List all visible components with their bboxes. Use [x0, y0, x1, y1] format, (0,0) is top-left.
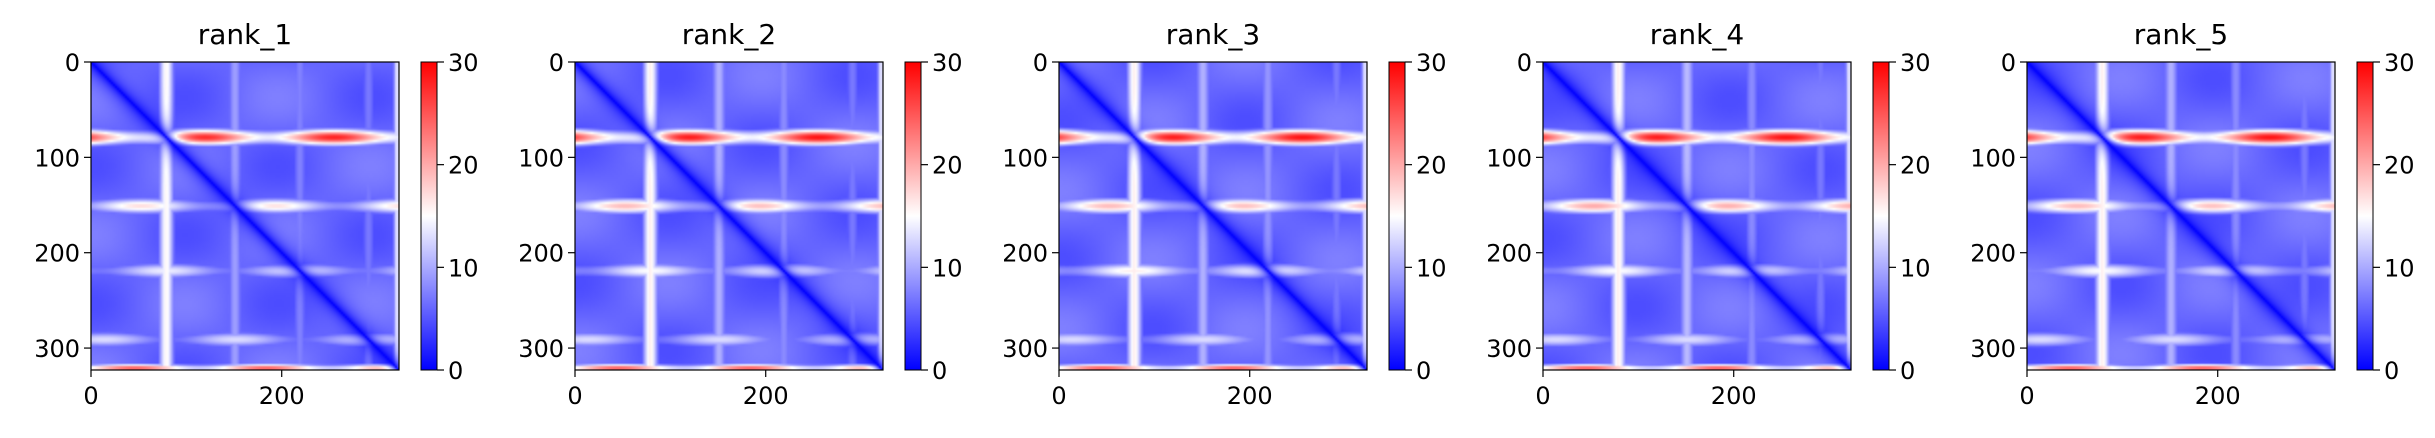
panel-title: rank_3 — [1166, 18, 1260, 51]
colorbar — [904, 61, 922, 371]
y-tick-label: 0 — [1517, 49, 1532, 77]
y-tick-label: 0 — [549, 49, 564, 77]
colorbar-tick-label: 20 — [448, 152, 479, 180]
colorbar-tick-label: 30 — [932, 49, 963, 77]
x-tick-label: 200 — [1711, 382, 1757, 410]
colorbar-tick-label: 20 — [2384, 152, 2415, 180]
colorbar-tick-label: 30 — [1900, 49, 1931, 77]
colorbar-tick-label: 10 — [448, 254, 479, 282]
y-tick-label: 300 — [1970, 335, 2016, 363]
colorbar-tick-label: 20 — [932, 152, 963, 180]
colorbar-tick-label: 30 — [448, 49, 479, 77]
y-tick-label: 100 — [1486, 144, 1532, 172]
x-tick-label: 200 — [743, 382, 789, 410]
colorbar-tick-label: 10 — [932, 254, 963, 282]
y-tick-label: 100 — [1002, 144, 1048, 172]
colorbar-tick-label: 30 — [1416, 49, 1447, 77]
y-tick-label: 200 — [518, 240, 564, 268]
colorbar — [1388, 61, 1406, 371]
y-tick-label: 200 — [1970, 240, 2016, 268]
y-tick-label: 300 — [518, 335, 564, 363]
x-tick-label: 200 — [259, 382, 305, 410]
x-tick-label: 0 — [83, 382, 98, 410]
y-tick-label: 100 — [1970, 144, 2016, 172]
colorbar-tick-label: 30 — [2384, 49, 2415, 77]
y-tick-label: 300 — [34, 335, 80, 363]
x-tick-label: 0 — [1051, 382, 1066, 410]
colorbar-tick-label: 10 — [1900, 254, 1931, 282]
heatmap-image — [2027, 62, 2335, 370]
colorbar-tick-label: 0 — [932, 357, 947, 385]
heatmap-image — [91, 62, 399, 370]
x-tick-label: 0 — [567, 382, 582, 410]
panel-title: rank_5 — [2134, 18, 2228, 51]
y-tick-label: 300 — [1002, 335, 1048, 363]
colorbar-tick-label: 10 — [1416, 254, 1447, 282]
colorbar — [2356, 61, 2374, 371]
colorbar-tick-label: 0 — [448, 357, 463, 385]
x-tick-label: 200 — [2195, 382, 2241, 410]
panel-title: rank_4 — [1650, 18, 1744, 51]
y-tick-label: 100 — [518, 144, 564, 172]
y-tick-label: 200 — [1002, 240, 1048, 268]
y-tick-label: 0 — [1033, 49, 1048, 77]
y-tick-label: 200 — [1486, 240, 1532, 268]
colorbar-tick-label: 0 — [2384, 357, 2399, 385]
heatmap-image — [575, 62, 883, 370]
y-tick-label: 300 — [1486, 335, 1532, 363]
axes-frame — [1542, 61, 1852, 371]
x-tick-label: 0 — [1535, 382, 1550, 410]
x-tick-label: 0 — [2019, 382, 2034, 410]
heatmap-image — [1543, 62, 1851, 370]
axes-frame — [90, 61, 400, 371]
y-tick-label: 0 — [65, 49, 80, 77]
colorbar — [420, 61, 438, 371]
axes-frame — [574, 61, 884, 371]
heatmap-image — [1059, 62, 1367, 370]
colorbar-tick-label: 20 — [1900, 152, 1931, 180]
colorbar-tick-label: 10 — [2384, 254, 2415, 282]
colorbar-tick-label: 0 — [1900, 357, 1915, 385]
y-tick-label: 0 — [2001, 49, 2016, 77]
x-tick-label: 200 — [1227, 382, 1273, 410]
colorbar — [1872, 61, 1890, 371]
panel-title: rank_2 — [682, 18, 776, 51]
panel-title: rank_1 — [198, 18, 292, 51]
y-tick-label: 100 — [34, 144, 80, 172]
colorbar-tick-label: 20 — [1416, 152, 1447, 180]
colorbar-tick-label: 0 — [1416, 357, 1431, 385]
axes-frame — [1058, 61, 1368, 371]
y-tick-label: 200 — [34, 240, 80, 268]
axes-frame — [2026, 61, 2336, 371]
